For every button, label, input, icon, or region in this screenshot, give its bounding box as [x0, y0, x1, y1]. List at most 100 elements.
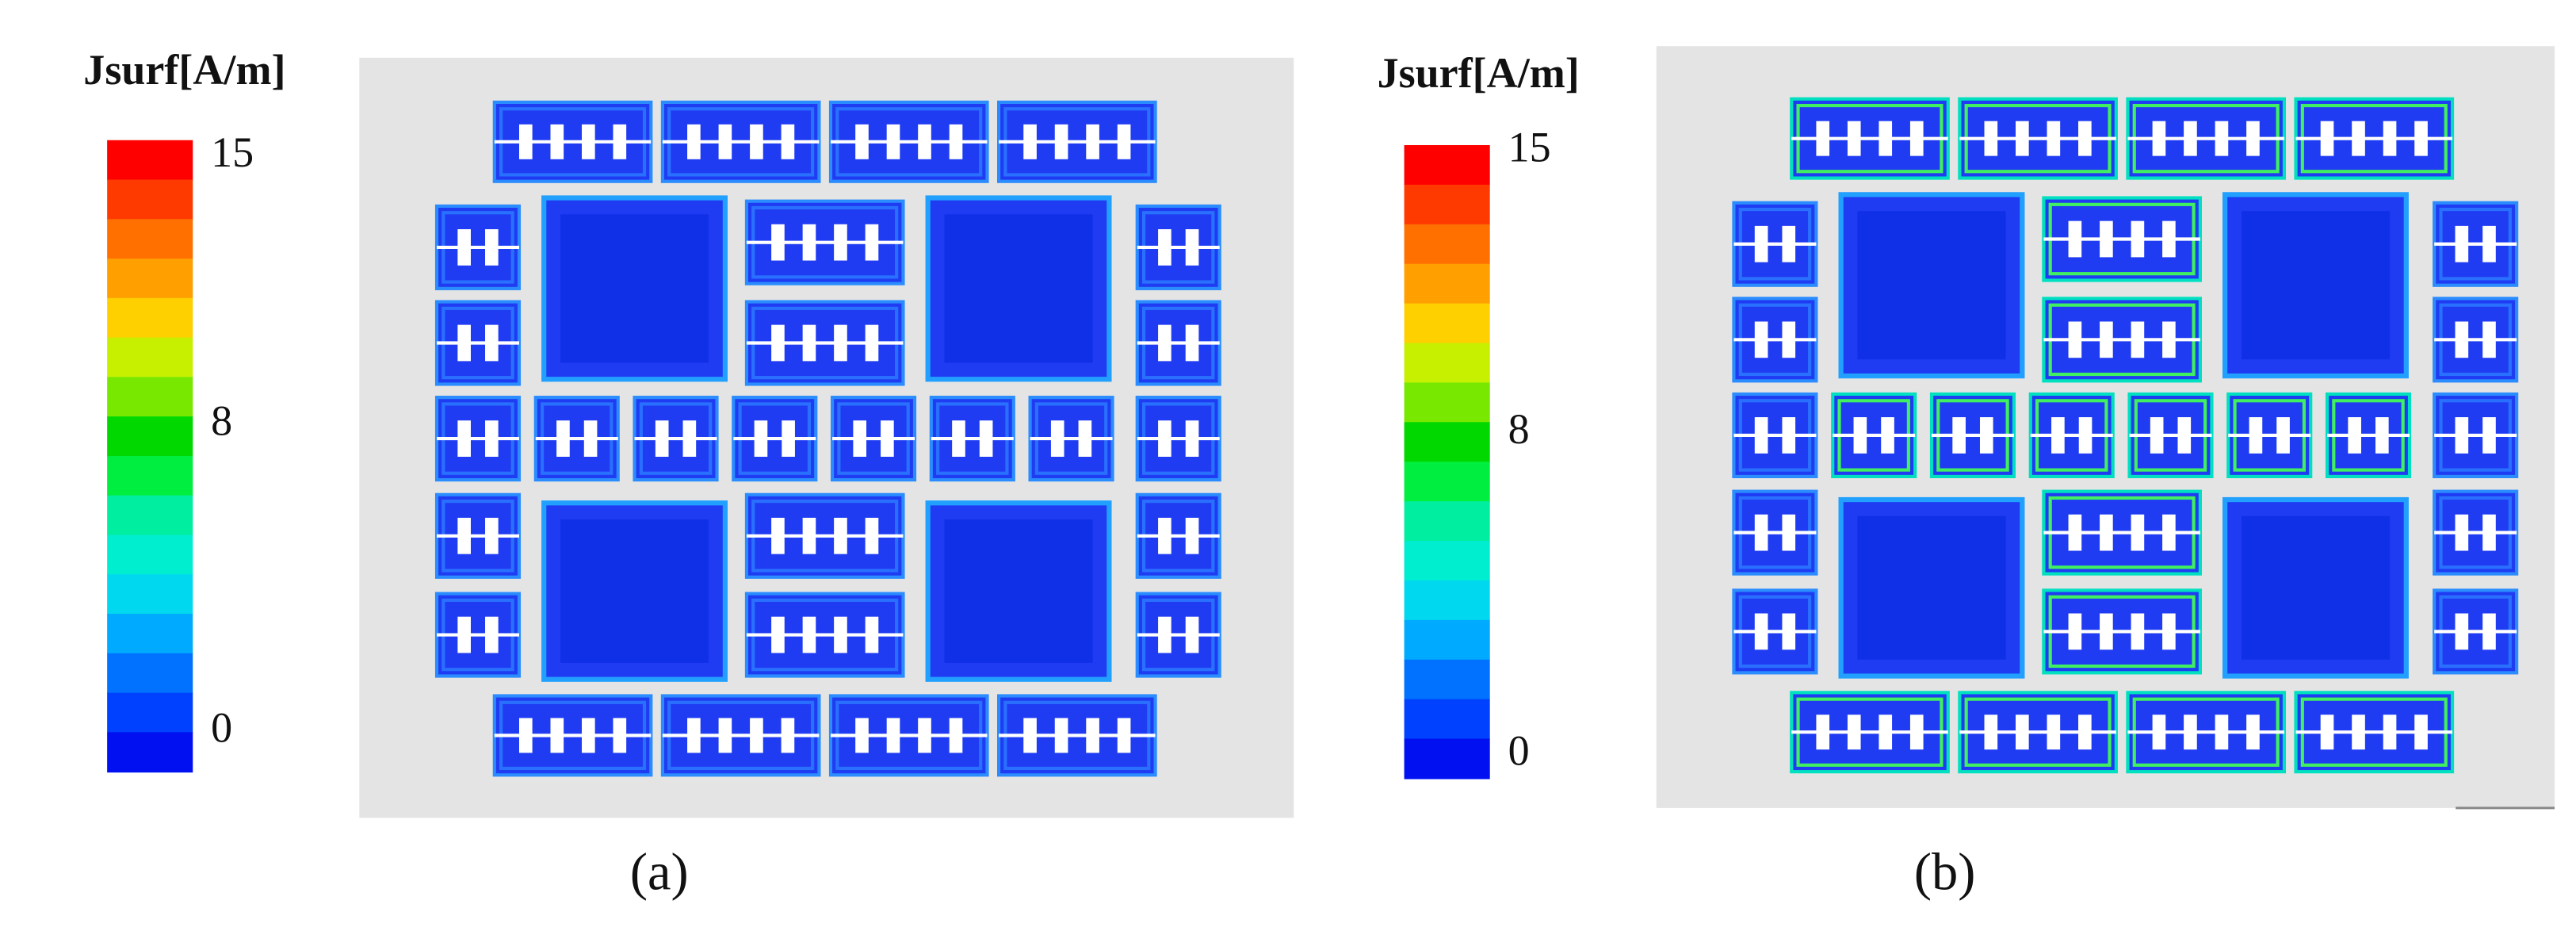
slot-tab [1185, 517, 1199, 554]
slot-tab [865, 517, 879, 554]
slot-tab [781, 718, 795, 753]
slot-tab [834, 224, 847, 261]
slot-tab [802, 224, 816, 261]
slot-tab [2184, 715, 2197, 750]
slot-tab [771, 517, 785, 554]
slot-tab [1754, 417, 1768, 454]
slot-tab [855, 718, 869, 753]
slot-tab [2068, 613, 2082, 650]
slot-tab [1979, 417, 1993, 454]
colorbar-band [107, 455, 193, 496]
slot-tab [2152, 715, 2166, 750]
slot-tab [457, 324, 471, 362]
slot-tab [2246, 715, 2260, 750]
colorbar-band [107, 495, 193, 536]
colorbar-title: Jsurf[A/m] [83, 46, 285, 94]
slot-tab [2131, 514, 2145, 551]
slot-tab [2215, 715, 2229, 750]
slot-tab [2320, 121, 2334, 156]
colorbar-band [1404, 263, 1490, 305]
patch-core [944, 214, 1093, 363]
slot-tab [2131, 220, 2145, 258]
slot-tab [1984, 121, 1998, 156]
slot-tab [2131, 321, 2145, 358]
slot-tab [802, 517, 816, 554]
colorbar-band [1404, 462, 1490, 503]
slot-tab [2100, 613, 2113, 650]
slot-tab [2352, 715, 2365, 750]
slot-tab [583, 420, 598, 457]
slot-tab [1086, 124, 1099, 159]
slot-tab [2184, 121, 2197, 156]
slot-tab [881, 420, 894, 457]
slot-tab [771, 616, 785, 653]
slot-tab [1023, 124, 1037, 159]
colorbar-band [1404, 144, 1490, 186]
slot-tab [2016, 121, 2029, 156]
slot-tab [2047, 121, 2061, 156]
slot-tab [1158, 324, 1171, 362]
colorbar-band [1404, 541, 1490, 581]
slot-tab [582, 718, 595, 753]
slot-tab [2131, 613, 2145, 650]
slot-tab [949, 124, 963, 159]
colorbar-tick-label: 0 [211, 704, 232, 752]
slot-tab [2375, 417, 2389, 454]
slot-tab [2246, 121, 2260, 156]
patch-core [1857, 515, 2006, 660]
slot-tab [457, 616, 471, 653]
slot-tab [2320, 715, 2334, 750]
slot-tab [2078, 121, 2092, 156]
slot-tab [771, 324, 785, 362]
colorbar-band [1404, 382, 1490, 423]
colorbar-band [107, 614, 193, 654]
slot-tab [2482, 514, 2496, 551]
slot-tab [2276, 417, 2290, 454]
colorbar-band [107, 574, 193, 615]
slot-tab [754, 420, 768, 457]
slot-tab [855, 124, 869, 159]
colorbar-band [107, 259, 193, 299]
slot-tab [2162, 613, 2176, 650]
slot-tab [2100, 514, 2113, 551]
slot-tab [781, 124, 795, 159]
slot-tab [2455, 417, 2469, 454]
slot-tab [1782, 417, 1796, 454]
slot-tab [979, 420, 993, 457]
slot-tab [1023, 718, 1037, 753]
colorbar-tick-label: 8 [211, 397, 232, 445]
colorbar-band [1404, 184, 1490, 225]
slot-tab [1117, 718, 1131, 753]
slot-tab [952, 420, 965, 457]
slot-tab [2068, 514, 2082, 551]
colorbar-tick-label: 15 [1508, 124, 1551, 171]
slot-tab [655, 420, 669, 457]
slot-tab [2414, 121, 2428, 156]
slot-tab [485, 517, 499, 554]
slot-tab [2249, 417, 2263, 454]
slot-tab [1050, 420, 1064, 457]
slot-tab [682, 420, 697, 457]
colorbar-band [1404, 659, 1490, 700]
slot-tab [1952, 417, 1966, 454]
slot-tab [865, 324, 879, 362]
slot-tab [1054, 124, 1068, 159]
slot-tab [1185, 420, 1199, 457]
colorbar-tick-label: 0 [1508, 727, 1530, 775]
slot-tab [834, 517, 847, 554]
slot-tab [1853, 417, 1867, 454]
panel-label: (b) [1914, 843, 1976, 901]
slot-tab [750, 718, 763, 753]
slot-tab [750, 124, 763, 159]
patch-core [560, 214, 709, 363]
slot-tab [687, 124, 701, 159]
slot-tab [1754, 514, 1768, 551]
slot-tab [1782, 514, 1796, 551]
slot-tab [918, 124, 931, 159]
slot-tab [771, 224, 785, 261]
slot-tab [1158, 420, 1171, 457]
slot-tab [1185, 616, 1199, 653]
slot-tab [2068, 220, 2082, 258]
slot-tab [1782, 321, 1796, 358]
slot-tab [1847, 121, 1861, 156]
